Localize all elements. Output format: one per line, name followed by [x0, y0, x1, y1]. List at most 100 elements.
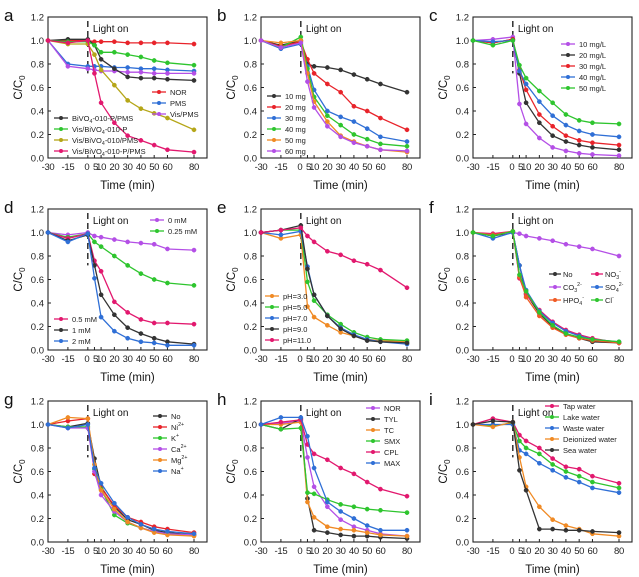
data-point: [537, 88, 542, 94]
x-tick-label: 80: [402, 162, 412, 173]
x-tick-label: 80: [189, 354, 199, 365]
data-point: [338, 252, 343, 258]
legend-swatch-marker: [158, 436, 162, 440]
legend-swatch-marker: [595, 298, 599, 302]
data-point: [311, 465, 317, 471]
data-point: [325, 504, 330, 510]
data-point: [112, 328, 117, 334]
data-point: [165, 115, 170, 121]
data-point: [517, 467, 522, 473]
x-tick-label: 40: [349, 354, 359, 365]
legend-swatch-marker: [158, 458, 162, 462]
legend-label-part: 10 mg: [285, 92, 306, 101]
data-point: [112, 312, 117, 318]
data-point: [510, 419, 516, 425]
data-point: [125, 52, 130, 57]
data-point: [523, 233, 529, 239]
x-tick-label: 30: [548, 162, 558, 173]
legend-label-part: -: [582, 295, 584, 301]
legend-label: 20 mg: [285, 103, 306, 112]
x-axis-label: Time (min): [525, 564, 580, 576]
data-point: [305, 266, 310, 272]
legend-label: pH=9.0: [283, 325, 307, 334]
data-point: [165, 76, 170, 82]
data-point: [92, 465, 97, 471]
data-point: [404, 510, 410, 515]
data-point: [563, 122, 569, 128]
data-point: [151, 340, 157, 346]
data-point: [338, 326, 343, 332]
panel-label: i: [429, 390, 433, 409]
legend-label-part: 40 mg: [285, 125, 306, 134]
legend-label: No: [563, 270, 573, 279]
data-point: [404, 527, 410, 533]
data-point: [112, 66, 117, 72]
data-point: [378, 141, 383, 147]
data-point: [523, 100, 529, 106]
data-point: [305, 499, 310, 505]
y-axis-label: C/C0: [438, 267, 452, 292]
data-point: [616, 153, 622, 158]
legend-label-part: 4: [102, 141, 105, 147]
data-point: [364, 143, 370, 149]
data-point: [325, 123, 330, 129]
data-point: [165, 280, 170, 286]
x-tick-label: 5: [306, 162, 311, 173]
x-tick-label: 50: [362, 354, 372, 365]
data-point: [550, 238, 555, 244]
data-point: [45, 230, 51, 235]
data-point: [98, 480, 104, 486]
x-tick-label: -30: [255, 546, 268, 557]
data-point: [305, 233, 310, 239]
legend-label: Ni2+​: [171, 422, 184, 432]
y-tick-label: 0.8: [456, 252, 469, 263]
data-point: [550, 517, 555, 523]
data-point: [125, 519, 130, 525]
data-point: [338, 517, 343, 523]
y-tick-label: 0.8: [31, 60, 44, 71]
data-point: [112, 237, 117, 242]
legend-label-part: 0.25 mM: [168, 227, 197, 236]
data-point: [523, 451, 529, 457]
x-tick-label: -15: [486, 354, 499, 365]
y-tick-label: 0.6: [244, 83, 257, 94]
y-axis-label: C/C0: [226, 267, 240, 292]
legend-label: 40 mg/L: [579, 73, 606, 82]
legend-label-part: Ca: [171, 445, 181, 454]
x-tick-label: -30: [42, 546, 55, 557]
chart-panel-a: a0.00.20.40.60.81.01.2-30 -15 0 510 20 30 40 50…: [4, 6, 208, 192]
data-point: [85, 416, 91, 421]
legend-label-part: 50 mg/L: [579, 84, 606, 93]
y-tick-label: 0.6: [244, 467, 257, 478]
legend-label-part: 2+: [181, 455, 187, 461]
data-point: [138, 240, 144, 246]
data-point: [112, 253, 117, 259]
data-point: [258, 38, 264, 43]
legend-label-part: Na: [171, 467, 181, 476]
light-on-annotation: Light on: [518, 216, 554, 227]
data-point: [537, 526, 542, 532]
y-tick-label: 0.0: [456, 538, 469, 549]
data-point: [378, 339, 383, 345]
data-point: [85, 422, 91, 427]
legend-label: NOR: [384, 404, 401, 413]
data-point: [404, 493, 410, 499]
data-point: [191, 71, 197, 76]
data-point: [563, 139, 569, 144]
data-point: [378, 115, 383, 121]
data-point: [325, 313, 330, 319]
data-point: [191, 127, 197, 133]
data-point: [85, 231, 91, 237]
legend-label: Tap water: [563, 402, 596, 411]
legend-swatch-marker: [553, 285, 557, 289]
legend-label: No: [171, 412, 181, 421]
data-point: [65, 40, 71, 46]
legend-swatch-marker: [272, 94, 276, 98]
data-point: [517, 101, 522, 107]
y-tick-label: 0.0: [31, 346, 44, 357]
data-point: [563, 241, 569, 247]
x-tick-label: -15: [274, 354, 287, 365]
data-point: [590, 479, 595, 485]
data-point: [138, 106, 144, 112]
data-point: [45, 38, 51, 43]
